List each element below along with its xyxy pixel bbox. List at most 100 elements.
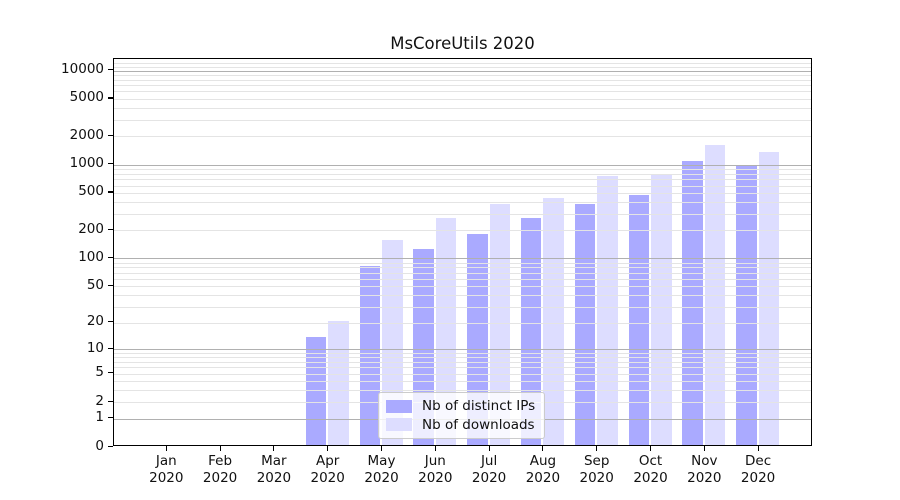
- gridline-minor-4000: [114, 108, 811, 110]
- y-tick-50: [108, 284, 113, 286]
- legend: Nb of distinct IPs Nb of downloads: [378, 392, 545, 439]
- y-tick-label-500: 500: [78, 183, 104, 200]
- year-line: 2020: [687, 469, 722, 486]
- gridline-minor-5000: [114, 98, 811, 100]
- gridline-minor-4: [114, 381, 811, 383]
- x-tick-11: [757, 446, 759, 451]
- bar-downloads-nov: [704, 144, 726, 445]
- legend-item-ips: Nb of distinct IPs: [386, 398, 538, 414]
- y-tick-label-0: 0: [95, 437, 104, 454]
- month-line: Oct: [638, 453, 663, 469]
- year-line: 2020: [418, 469, 453, 486]
- x-tick-3: [327, 446, 329, 451]
- bar-ips-oct: [628, 195, 649, 445]
- month-line: Jul: [480, 453, 498, 469]
- year-line: 2020: [740, 469, 776, 486]
- gridline-minor-300: [114, 213, 811, 215]
- gridline-minor-200: [114, 230, 811, 232]
- y-tick-10: [108, 347, 113, 349]
- gridline-minor-600: [114, 185, 811, 187]
- gridline-minor-20: [114, 322, 811, 324]
- month-line: May: [367, 453, 396, 469]
- bar-downloads-jun: [435, 217, 457, 445]
- y-tick-label-50: 50: [86, 276, 104, 293]
- x-tick-8: [596, 446, 598, 451]
- x-tick-label-sep: Sep 2020: [567, 453, 627, 486]
- x-tick-label-may: May 2020: [352, 453, 412, 486]
- gridline-minor-70: [114, 272, 811, 274]
- bar-downloads-jul: [489, 203, 511, 445]
- gridline-major-10000: [114, 70, 811, 72]
- legend-swatch-ips: [386, 399, 412, 413]
- gridline-minor-3: [114, 390, 811, 392]
- x-tick-10: [703, 446, 705, 451]
- x-tick-label-jan: Jan 2020: [136, 453, 196, 486]
- y-tick-20: [108, 321, 113, 323]
- y-tick-10000: [108, 69, 113, 71]
- legend-label-downloads: Nb of downloads: [422, 416, 535, 433]
- month-line: Apr: [316, 453, 340, 469]
- x-tick-1: [219, 446, 221, 451]
- x-tick-7: [542, 446, 544, 451]
- y-tick-2: [108, 400, 113, 402]
- grid-layer: [114, 59, 811, 445]
- x-tick-label-nov: Nov 2020: [674, 453, 734, 486]
- x-tick-label-oct: Oct 2020: [621, 453, 681, 486]
- x-tick-5: [434, 446, 436, 451]
- y-tick-5: [108, 372, 113, 374]
- month-line: Feb: [208, 453, 233, 469]
- y-tick-label-10: 10: [86, 339, 104, 356]
- gridline-minor-6: [114, 367, 811, 369]
- x-tick-4: [380, 446, 383, 451]
- year-line: 2020: [310, 469, 345, 486]
- gridline-minor-800: [114, 173, 811, 175]
- gridline-minor-900: [114, 168, 811, 170]
- y-tick-500: [108, 191, 113, 193]
- gridline-minor-50: [114, 286, 811, 288]
- gridline-major-10: [114, 349, 811, 350]
- x-tick-label-mar: Mar 2020: [244, 453, 304, 486]
- y-tick-label-2: 2: [95, 392, 104, 409]
- bar-downloads-sep: [597, 176, 618, 445]
- y-tick-200: [108, 228, 113, 230]
- gridline-minor-700: [114, 179, 811, 181]
- bar-downloads-aug: [543, 198, 564, 445]
- year-line: 2020: [525, 469, 561, 486]
- y-tick-label-100: 100: [78, 248, 104, 265]
- y-tick-label-1000: 1000: [69, 155, 104, 172]
- month-line: Aug: [529, 453, 557, 469]
- y-tick-0: [108, 445, 113, 447]
- month-line: Jun: [424, 453, 446, 469]
- gridline-minor-9: [114, 352, 811, 354]
- y-tick-100: [108, 256, 113, 259]
- x-tick-label-jun: Jun 2020: [405, 453, 465, 486]
- gridline-minor-500: [114, 192, 811, 194]
- legend-swatch-downloads: [386, 418, 412, 432]
- gridline-minor-80: [114, 267, 811, 269]
- x-tick-label-feb: Feb 2020: [190, 453, 250, 486]
- y-tick-1: [108, 417, 113, 419]
- gridline-major-100: [114, 258, 811, 260]
- month-line: Nov: [691, 453, 718, 469]
- bar-ips-sep: [574, 203, 596, 445]
- y-tick-5000: [108, 97, 113, 99]
- gridline-minor-7: [114, 362, 811, 364]
- year-line: 2020: [364, 469, 399, 486]
- year-line: 2020: [633, 469, 668, 486]
- y-tick-label-200: 200: [78, 220, 104, 237]
- x-tick-2: [273, 446, 275, 451]
- plot-area: [113, 58, 812, 446]
- year-line: 2020: [256, 469, 292, 486]
- legend-item-downloads: Nb of downloads: [386, 417, 538, 433]
- month-line: Mar: [261, 453, 287, 469]
- gridline-minor-3000: [114, 119, 811, 121]
- x-tick-6: [488, 446, 490, 451]
- year-line: 2020: [149, 469, 184, 486]
- y-tick-label-10000: 10000: [61, 61, 104, 78]
- gridline-minor-7000: [114, 85, 811, 87]
- y-tick-label-2000: 2000: [69, 126, 104, 143]
- month-line: Jan: [155, 453, 177, 469]
- x-tick-0: [165, 446, 167, 451]
- year-line: 2020: [202, 469, 238, 486]
